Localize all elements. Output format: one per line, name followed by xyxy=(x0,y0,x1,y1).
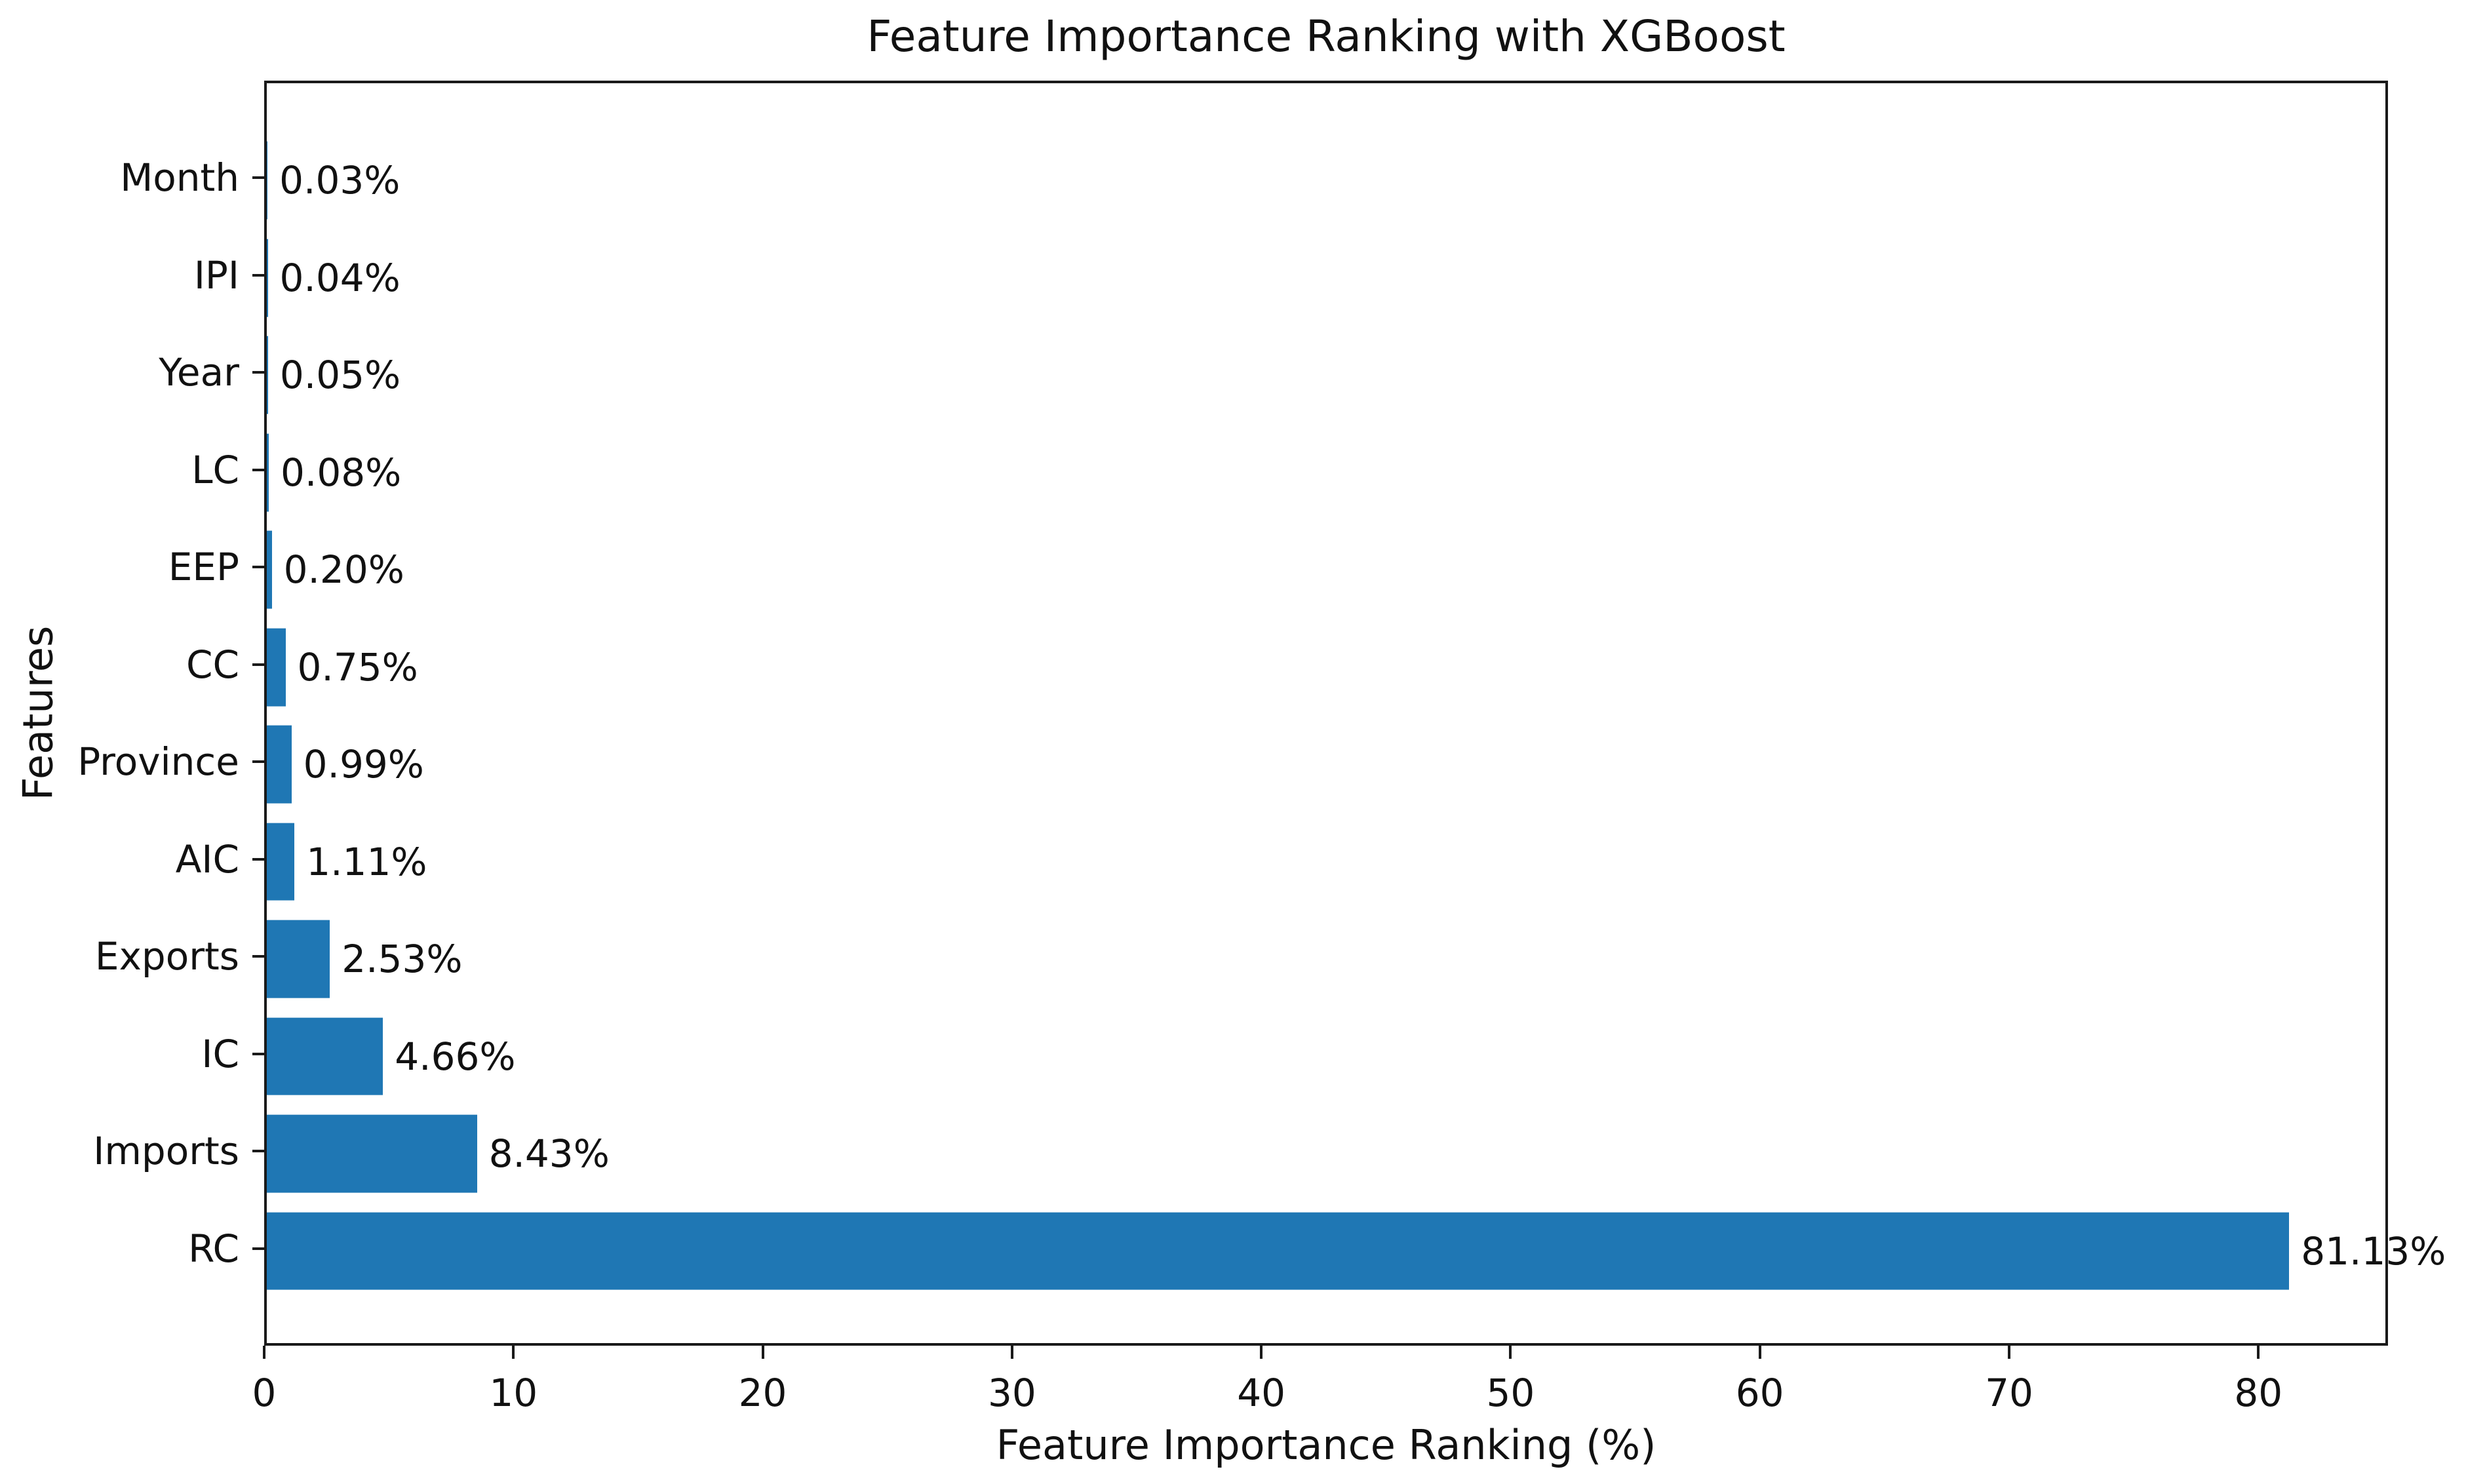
bar-value-label-imports: 8.43% xyxy=(488,1131,610,1177)
x-tick-mark-50 xyxy=(1509,1346,1512,1359)
x-tick-label-0: 0 xyxy=(252,1371,277,1415)
y-tick-label-lc: LC xyxy=(191,447,239,492)
bar-value-label-ipi: 0.04% xyxy=(279,255,401,300)
x-tick-label-40: 40 xyxy=(1237,1371,1286,1415)
y-tick-label-cc: CC xyxy=(186,642,239,687)
y-tick-mark-rc xyxy=(252,1247,264,1250)
bar-imports xyxy=(267,1114,477,1193)
y-tick-label-ic: IC xyxy=(201,1031,239,1076)
chart-title: Feature Importance Ranking with XGBoost xyxy=(867,11,1786,62)
y-tick-mark-aic xyxy=(252,857,264,861)
bar-value-label-ic: 4.66% xyxy=(395,1034,516,1079)
y-tick-label-exports: Exports xyxy=(94,934,239,979)
y-tick-mark-imports xyxy=(252,1150,264,1153)
x-axis-label: Feature Importance Ranking (%) xyxy=(996,1421,1656,1469)
x-tick-mark-10 xyxy=(512,1346,515,1359)
bar-exports xyxy=(267,920,330,998)
x-tick-label-20: 20 xyxy=(738,1371,787,1415)
y-tick-label-ipi: IPI xyxy=(193,252,239,298)
bar-province xyxy=(267,725,292,804)
y-tick-label-province: Province xyxy=(77,739,239,785)
bar-lc xyxy=(267,433,269,512)
y-tick-mark-province xyxy=(252,760,264,764)
bar-value-label-eep: 0.20% xyxy=(283,547,404,593)
x-tick-label-50: 50 xyxy=(1486,1371,1535,1415)
bar-ic xyxy=(267,1017,383,1095)
y-tick-mark-lc xyxy=(252,468,264,471)
y-tick-mark-ic xyxy=(252,1052,264,1055)
y-tick-mark-year xyxy=(252,371,264,374)
y-tick-label-year: Year xyxy=(159,350,239,395)
y-tick-mark-month xyxy=(252,176,264,180)
x-tick-mark-80 xyxy=(2257,1346,2260,1359)
x-tick-mark-20 xyxy=(761,1346,764,1359)
bar-ipi xyxy=(267,239,268,317)
bar-year xyxy=(267,336,268,414)
x-tick-label-30: 30 xyxy=(987,1371,1036,1415)
x-tick-mark-30 xyxy=(1010,1346,1013,1359)
x-tick-mark-40 xyxy=(1260,1346,1263,1359)
y-tick-label-eep: EEP xyxy=(168,545,239,590)
bar-eep xyxy=(267,530,272,609)
x-tick-label-60: 60 xyxy=(1735,1371,1784,1415)
y-tick-label-month: Month xyxy=(120,155,239,201)
y-tick-mark-cc xyxy=(252,663,264,666)
y-tick-mark-eep xyxy=(252,566,264,569)
bar-value-label-aic: 1.11% xyxy=(306,839,427,884)
bar-value-label-year: 0.05% xyxy=(279,353,401,398)
plot-area: 0.03% 0.04% 0.05% 0.08% 0.20% 0.75% 0.99% 1.11%… xyxy=(264,81,2446,1346)
x-tick-label-10: 10 xyxy=(489,1371,538,1415)
x-tick-label-80: 80 xyxy=(2234,1371,2283,1415)
bar-value-label-rc: 81.13% xyxy=(2301,1228,2446,1274)
y-tick-mark-ipi xyxy=(252,273,264,277)
bar-rc xyxy=(267,1212,2290,1290)
x-tick-mark-70 xyxy=(2007,1346,2010,1359)
bar-value-label-province: 0.99% xyxy=(303,742,424,787)
y-tick-label-imports: Imports xyxy=(93,1129,239,1174)
y-tick-mark-exports xyxy=(252,955,264,958)
x-tick-mark-0 xyxy=(263,1346,265,1359)
bar-cc xyxy=(267,628,286,707)
y-tick-label-rc: RC xyxy=(188,1226,239,1271)
y-tick-label-aic: AIC xyxy=(175,836,239,882)
bar-value-label-cc: 0.75% xyxy=(297,644,418,690)
x-tick-mark-60 xyxy=(1758,1346,1761,1359)
bar-value-label-month: 0.03% xyxy=(279,158,401,203)
bar-value-label-exports: 2.53% xyxy=(342,937,463,982)
x-tick-label-70: 70 xyxy=(1985,1371,2033,1415)
bar-value-label-lc: 0.08% xyxy=(281,450,402,495)
bar-aic xyxy=(267,823,295,901)
